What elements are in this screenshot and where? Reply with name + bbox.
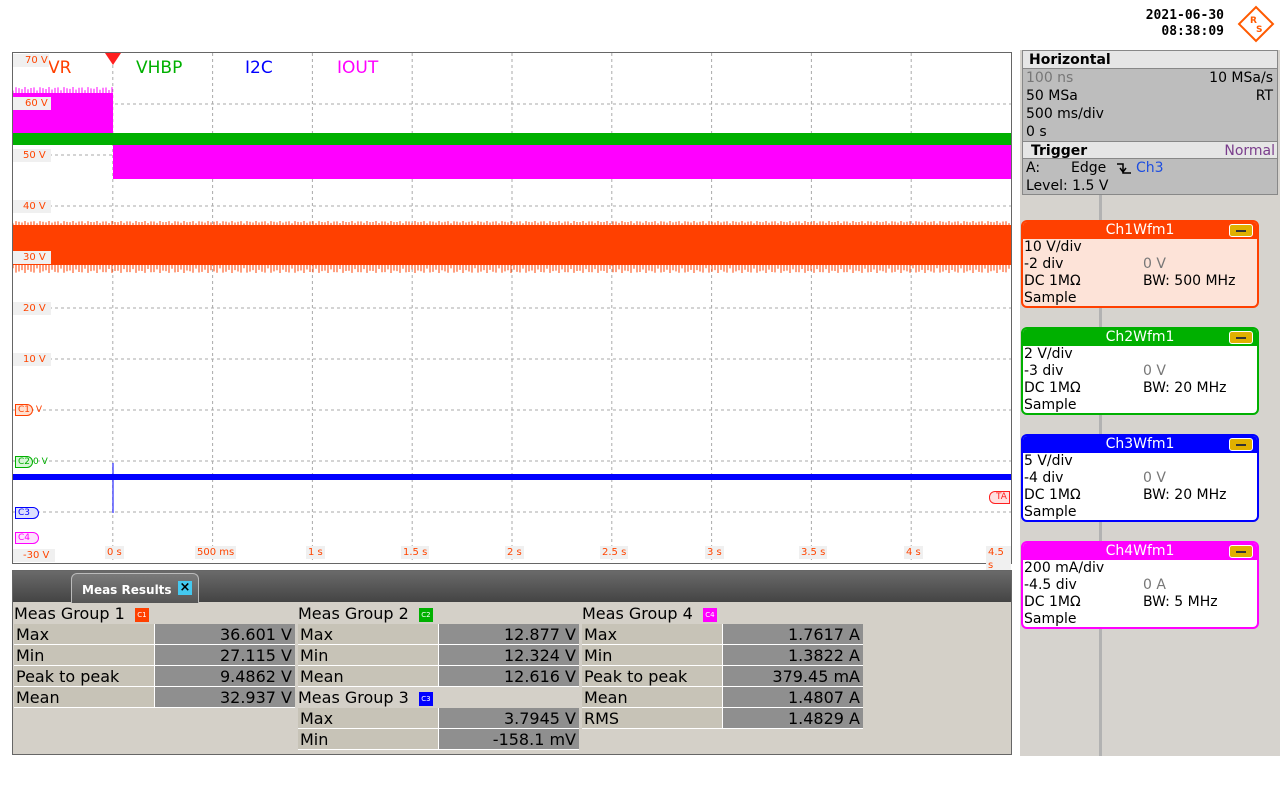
y-tick-50: 50 V [13,149,51,162]
ch2-waveform [13,133,1011,145]
ch4-waveform [113,145,1011,179]
x-tick-3-5s: 3.5 s [799,546,828,559]
meas-group-3: Meas Group 3 C3 Max 3.7945 V Min -158.1 mV [298,687,579,750]
y-tick-60: 60 V [13,97,51,110]
trigger-row: Level: 1.5 V [1026,178,1109,194]
ch1-label: VR [48,58,72,78]
ch3-card-header: Ch3Wfm1 [1023,436,1257,453]
ch2-card-header: Ch2Wfm1 [1023,329,1257,346]
ch2-label: VHBP [136,58,183,78]
settings-panel: Horizontal 100 ns 10 MSa/s 50 MSa RT 500 m… [1020,50,1280,756]
waveform-diagram[interactable]: VR VHBP I2C IOUT 70 V 60 V 50 V 40 V 30 … [12,52,1012,572]
grid [13,53,1011,563]
x-tick-4s: 4 s [904,546,923,559]
x-tick-2-5s: 2.5 s [600,546,629,559]
svg-text:R: R [1250,16,1257,26]
c2-badge-icon: C2 [418,607,433,622]
meas-row: Min 12.324 V [298,645,579,666]
ch1-settings-card[interactable]: Ch1Wfm1 10 V/div -2 div 0 V DC 1MΩ BW: 500… [1021,220,1259,308]
horizontal-row: 500 ms/div [1026,106,1104,122]
ch3-offset-marker[interactable]: C3 [13,507,43,521]
meas-tab-label: Meas Results [82,583,172,597]
ch1-waveform [13,225,1011,265]
c4-badge-icon: C4 [702,607,717,622]
meas-row: Peak to peak 379.45 mA [582,666,863,687]
ch2-minimize-button[interactable] [1229,331,1253,344]
ch3-label: I2C [245,58,273,78]
meas-group-title: Meas Group 2 C2 [298,603,579,624]
trigger-position-icon[interactable] [105,53,121,65]
ch3-waveform [13,474,1011,480]
x-tick-1-5s: 1.5 s [401,546,430,559]
time-text: 08:38:09 [1161,24,1224,39]
ch2-offset-marker[interactable]: C2 0 V [13,456,52,470]
ch4-label: IOUT [337,58,379,78]
y-tick-neg30: -30 V [13,549,55,562]
ch4-offset-marker[interactable]: C4 [13,532,43,546]
rs-logo-icon: R S [1237,5,1275,43]
meas-row: Min -158.1 mV [298,729,579,750]
ch1-minimize-button[interactable] [1229,224,1253,237]
ch3-settings-card[interactable]: Ch3Wfm1 5 V/div -4 div 0 V DC 1MΩ BW: 20 M… [1021,434,1259,522]
c1-badge-icon: C1 [134,607,149,622]
meas-row: Max 1.7617 A [582,624,863,645]
horizontal-panel[interactable]: Horizontal 100 ns 10 MSa/s 50 MSa RT 500 m… [1022,50,1278,195]
y-tick-30: 30 V [13,251,51,264]
meas-row: Min 1.3822 A [582,645,863,666]
trigger-level-marker[interactable]: TA [989,491,1010,504]
meas-row: Min 27.115 V [14,645,295,666]
datetime: 2021-06-30 08:38:09 [1140,8,1224,40]
meas-row: Mean 12.616 V [298,666,579,687]
meas-row: Max 36.601 V [14,624,295,645]
meas-row: Max 12.877 V [298,624,579,645]
meas-row: Mean 1.4807 A [582,687,863,708]
horizontal-row: 0 s [1026,124,1047,140]
c3-badge-icon: C3 [418,691,433,706]
x-tick-3s: 3 s [705,546,724,559]
x-tick-2s: 2 s [505,546,524,559]
meas-group-4: Meas Group 4 C4 Max 1.7617 A Min 1.3822 A P… [582,603,863,729]
trigger-title[interactable]: Trigger Normal [1023,141,1277,159]
y-tick-10: 10 V [13,353,51,366]
meas-group-title: Meas Group 1 C1 [14,603,295,624]
date-text: 2021-06-30 [1145,8,1224,23]
x-tick-0: 0 s [105,546,124,559]
horizontal-row: 50 MSa RT [1026,88,1273,104]
ch4-minimize-button[interactable] [1229,545,1253,558]
ch4-settings-card[interactable]: Ch4Wfm1 200 mA/div -4.5 div 0 A DC 1MΩ BW:… [1021,541,1259,629]
x-tick-500ms: 500 ms [195,546,237,559]
meas-row: Mean 32.937 V [14,687,295,708]
svg-text:S: S [1256,25,1262,35]
meas-group-2: Meas Group 2 C2 Max 12.877 V Min 12.324 V M… [298,603,579,687]
meas-results-tab[interactable]: Meas Results × [71,573,199,603]
close-icon[interactable]: × [178,580,192,595]
horizontal-row: 100 ns 10 MSa/s [1026,70,1273,86]
meas-group-1: Meas Group 1 C1 Max 36.601 V Min 27.115 V P… [14,603,295,708]
ch2-settings-card[interactable]: Ch2Wfm1 2 V/div -3 div 0 V DC 1MΩ BW: 20 M… [1021,327,1259,415]
horizontal-title: Horizontal [1023,51,1277,69]
meas-row: Peak to peak 9.4862 V [14,666,295,687]
ch4-card-header: Ch4Wfm1 [1023,543,1257,560]
trigger-row: A: Edge Ch3 [1026,160,1164,176]
ch3-minimize-button[interactable] [1229,438,1253,451]
falling-edge-icon [1117,163,1131,174]
ch1-card-header: Ch1Wfm1 [1023,222,1257,239]
x-tick-1s: 1 s [306,546,325,559]
meas-results-panel: Meas Results × Meas Group 1 C1 Max 36.601 … [12,570,1012,755]
waveform-canvas[interactable] [13,53,1011,563]
y-tick-40: 40 V [13,200,51,213]
y-tick-20: 20 V [13,302,51,315]
y-tick-70: 70 V [13,54,49,67]
meas-group-title: Meas Group 3 C3 [298,687,579,708]
meas-group-title: Meas Group 4 C4 [582,603,863,624]
meas-row: RMS 1.4829 A [582,708,863,729]
meas-row: Max 3.7945 V [298,708,579,729]
ch1-offset-marker[interactable]: C1 V [13,404,46,418]
x-tick-4-5s: 4.5 s [986,546,1011,572]
